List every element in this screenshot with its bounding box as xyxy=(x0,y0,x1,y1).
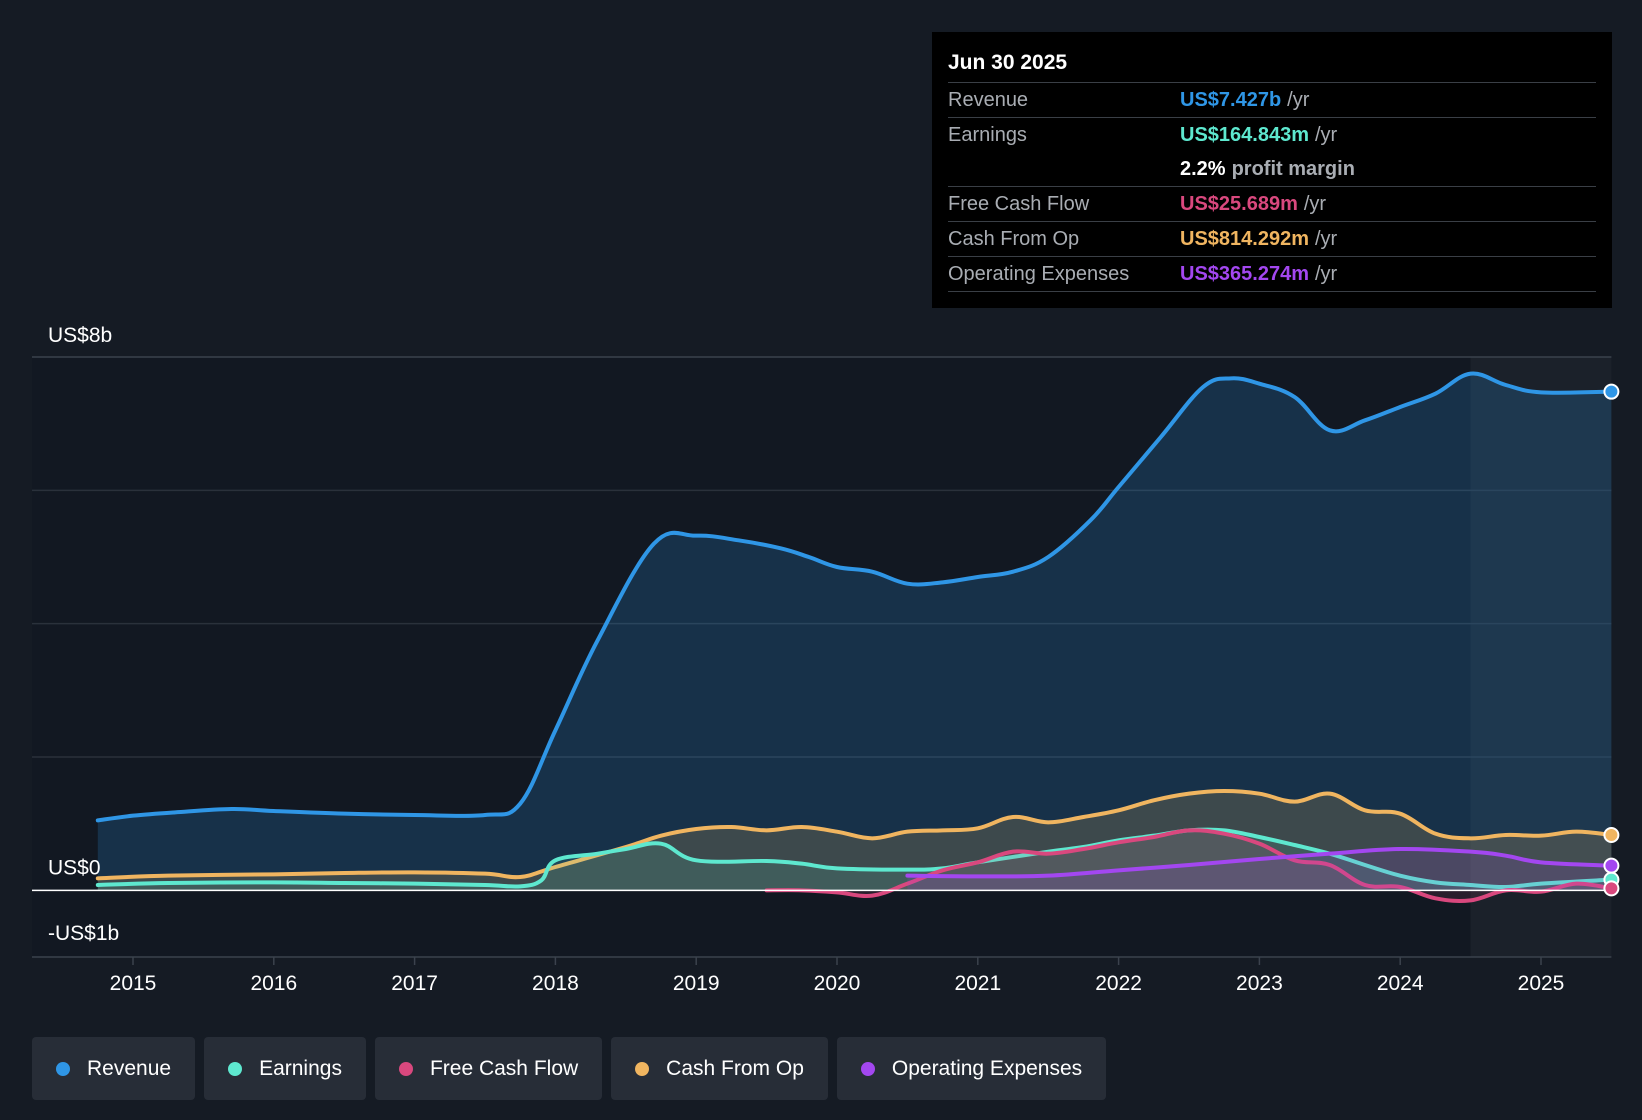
series-end-dot-free-cash-flow xyxy=(1603,880,1620,897)
legend-label: Operating Expenses xyxy=(891,1056,1083,1080)
legend-dot-icon xyxy=(398,1061,413,1076)
series-area-operating-expenses xyxy=(907,848,1612,891)
x-tick-label: 2022 xyxy=(1095,972,1142,995)
tooltip-row-value: US$7.427b xyxy=(1180,89,1282,111)
tooltip-row-unit: /yr xyxy=(1303,193,1327,215)
series-line-cash-from-op xyxy=(95,789,1614,881)
series-end-markers xyxy=(1603,383,1620,897)
x-tick-label: 2020 xyxy=(814,972,861,995)
y-tick-label: US$0 xyxy=(48,856,101,879)
tooltip-row-value: US$25.689m xyxy=(1180,193,1298,215)
tooltip-row-label: Free Cash Flow xyxy=(948,193,1090,215)
series-line-free-cash-flow xyxy=(764,828,1614,903)
legend-item-free-cash-flow[interactable]: Free Cash Flow xyxy=(374,1037,603,1100)
tooltip-row: Cash From Op US$814.292m/yr xyxy=(948,222,1596,257)
legend-label: Cash From Op xyxy=(666,1056,804,1080)
x-tick-label: 2024 xyxy=(1377,972,1424,995)
tooltip-row-value: US$814.292m xyxy=(1180,228,1309,250)
tooltip-row-unit: profit margin xyxy=(1231,158,1355,180)
series-area-revenue xyxy=(97,373,1612,891)
y-tick-label: US$8b xyxy=(48,324,112,347)
tooltip-row-label xyxy=(948,152,1180,186)
series-end-dot-revenue xyxy=(1603,383,1620,400)
x-tick-label: 2016 xyxy=(250,972,297,995)
forecast-shade xyxy=(1470,357,1612,957)
series-line-operating-expenses xyxy=(905,846,1614,879)
tooltip-row-unit: /yr xyxy=(1314,228,1338,250)
tooltip-row-label: Cash From Op xyxy=(948,228,1080,250)
x-tick-label: 2015 xyxy=(110,972,157,995)
tooltip-row-value: US$164.843m xyxy=(1180,124,1309,146)
x-tick-label: 2021 xyxy=(954,972,1001,995)
x-axis: 2015 2016 2017 2018 2019 2020 2021 2022 2023 2024… xyxy=(110,957,1565,995)
x-tick-label: 2023 xyxy=(1236,972,1283,995)
series-area-earnings xyxy=(97,829,1612,891)
legend-label: Free Cash Flow xyxy=(429,1056,579,1080)
tooltip-row-unit: /yr xyxy=(1314,124,1338,146)
tooltip-row-unit: /yr xyxy=(1287,89,1310,111)
tooltip-date: Jun 30 2025 xyxy=(948,48,1596,83)
legend-item-operating-expenses[interactable]: Operating Expenses xyxy=(836,1037,1107,1100)
tooltip-row-label: Revenue xyxy=(948,89,1029,111)
legend: Revenue Earnings Free Cash Flow Cash From O… xyxy=(32,1037,1107,1100)
series-group xyxy=(32,371,1614,903)
tooltip-panel: Jun 30 2025 Revenue US$7.427b/yr Earnings U… xyxy=(932,32,1612,308)
legend-dot-icon xyxy=(635,1061,650,1076)
tooltip-row: Revenue US$7.427b/yr xyxy=(948,83,1596,118)
legend-item-revenue[interactable]: Revenue xyxy=(32,1037,196,1100)
series-line-revenue xyxy=(95,371,1614,823)
tooltip-row: Operating Expenses US$365.274m/yr xyxy=(948,257,1596,292)
series-end-dot-operating-expenses xyxy=(1603,857,1620,874)
x-tick-label: 2025 xyxy=(1518,972,1565,995)
tooltip-row-value: US$365.274m xyxy=(1180,263,1309,285)
tooltip-row: Earnings US$164.843m/yr xyxy=(948,118,1596,152)
legend-dot-icon xyxy=(56,1061,70,1076)
legend-dot-icon xyxy=(860,1061,875,1076)
y-axis: US$8b US$0 -US$1b xyxy=(48,324,119,945)
tooltip-row-unit: /yr xyxy=(1314,263,1338,285)
series-area-cash-from-op xyxy=(97,791,1612,891)
legend-label: Revenue xyxy=(87,1056,172,1080)
tooltip-row-label: Operating Expenses xyxy=(948,263,1130,285)
x-tick-label: 2017 xyxy=(391,972,438,995)
tooltip-row: 2.2% profit margin xyxy=(948,152,1596,187)
plot-background xyxy=(32,357,1612,957)
tooltip-rows: Revenue US$7.427b/yr Earnings US$164.843m/y… xyxy=(948,83,1596,292)
y-tick-label: -US$1b xyxy=(48,922,119,945)
tooltip-row: Free Cash Flow US$25.689m/yr xyxy=(948,187,1596,222)
x-tick-label: 2018 xyxy=(532,972,579,995)
legend-label: Earnings xyxy=(259,1056,342,1080)
legend-dot-icon xyxy=(228,1061,243,1076)
legend-item-earnings[interactable]: Earnings xyxy=(204,1037,366,1100)
series-line-earnings xyxy=(95,827,1614,890)
tooltip-row-label: Earnings xyxy=(948,124,1027,146)
series-end-dot-cash-from-op xyxy=(1603,827,1620,843)
legend-item-cash-from-op[interactable]: Cash From Op xyxy=(611,1037,828,1100)
x-tick-label: 2019 xyxy=(673,972,720,995)
tooltip-row-value: 2.2% xyxy=(1180,158,1226,180)
